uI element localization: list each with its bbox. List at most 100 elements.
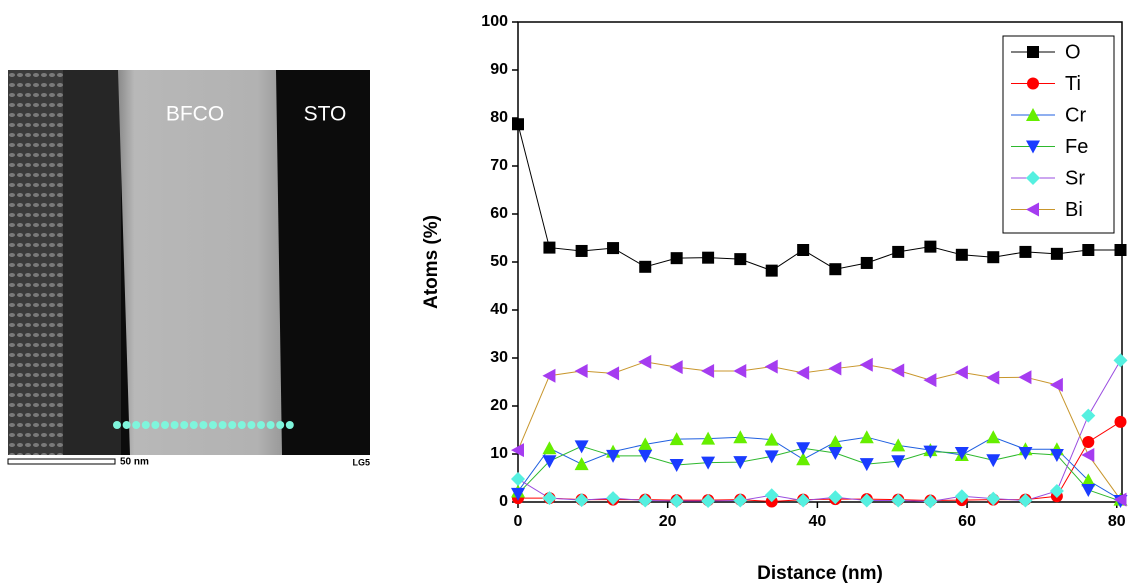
scan-dot [266,421,275,429]
data-point [923,373,937,388]
data-point [923,445,938,459]
y-tick-label: 70 [490,157,508,174]
data-point [702,251,715,264]
data-point [859,493,874,508]
data-point [606,491,621,506]
data-point [669,494,684,509]
scan-dot [228,421,237,429]
data-point [701,431,716,445]
data-point [986,491,1001,506]
data-point [828,435,843,448]
data-point [1081,447,1095,462]
data-point [891,363,905,378]
data-point [955,248,968,261]
y-tick-label: 60 [490,205,508,222]
scan-dot [141,421,150,429]
y-tick-label: 80 [490,109,508,126]
data-point [574,363,588,378]
data-point [542,491,557,506]
data-point [1049,377,1063,392]
data-point [701,456,716,470]
data-point [892,245,905,258]
data-point [670,252,683,265]
legend-label: Bi [1065,199,1083,221]
scan-line [113,421,294,429]
y-tick-label: 90 [490,61,508,78]
data-point [638,354,652,369]
data-point [764,450,779,464]
data-point [607,242,620,255]
data-point [543,241,556,254]
data-point [669,432,684,446]
data-point [1049,448,1064,462]
scan-dot [113,421,121,429]
scan-dot [189,421,198,429]
data-point [638,449,653,463]
data-point [1019,245,1032,258]
data-point [764,488,779,503]
data-point [1082,436,1095,448]
x-axis-title: Distance (nm) [757,563,883,584]
data-point [954,447,969,461]
y-tick-label: 20 [490,397,508,414]
data-point [860,256,873,269]
y-tick-label: 100 [481,13,508,30]
data-point [638,493,653,508]
legend-label: Cr [1065,104,1086,126]
data-point [512,118,524,131]
data-point [511,443,524,458]
data-point [828,447,843,461]
y-tick-label: 50 [490,253,508,270]
data-point [829,263,842,276]
legend-marker [1027,77,1039,90]
legend-marker [1026,202,1039,217]
image-id: LG5 [352,457,370,467]
data-point [891,455,906,469]
data-point [542,368,556,383]
scan-dot [285,421,294,429]
data-point [954,365,968,380]
y-tick-label: 0 [499,493,508,510]
x-tick-label: 0 [514,513,523,530]
legend-label: Ti [1065,73,1081,95]
legend-label: Sr [1065,167,1085,189]
legend-label: O [1065,41,1081,63]
image-film [118,70,282,455]
data-point [733,363,747,378]
data-point [1081,473,1096,487]
data-point [1081,408,1096,423]
data-point [986,370,1000,385]
scale-label: 50 nm [120,457,149,468]
image-layer [63,70,121,455]
scan-dot [161,421,169,429]
data-point [575,244,588,257]
data-point [986,454,1001,468]
scan-dot [151,421,160,429]
micrograph: BFCO STO 50 nm LG5 [7,70,370,468]
data-point [701,494,716,509]
x-tick-label: 40 [808,513,826,530]
data-point [764,359,778,374]
scale-bar [7,458,116,465]
x-tick-label: 20 [659,513,677,530]
data-point [734,253,747,266]
data-point [733,430,748,444]
data-point [859,458,874,472]
data-point [669,360,683,375]
image-label: STO [304,103,347,126]
data-point [574,457,589,471]
scan-dot [247,421,256,429]
data-point [606,366,620,381]
data-point [733,456,748,470]
scan-dot [132,421,141,429]
data-point [511,487,525,501]
plot-frame [517,21,1123,503]
data-point [954,489,969,504]
series-line [518,421,1121,503]
data-point [987,251,1000,264]
data-point [1082,244,1095,256]
data-point [859,357,873,372]
data-point [1018,447,1033,461]
chart: 0 10 20 30 40 50 60 70 80 90 100 0 20 40 60 80 Distance … [421,13,1128,584]
